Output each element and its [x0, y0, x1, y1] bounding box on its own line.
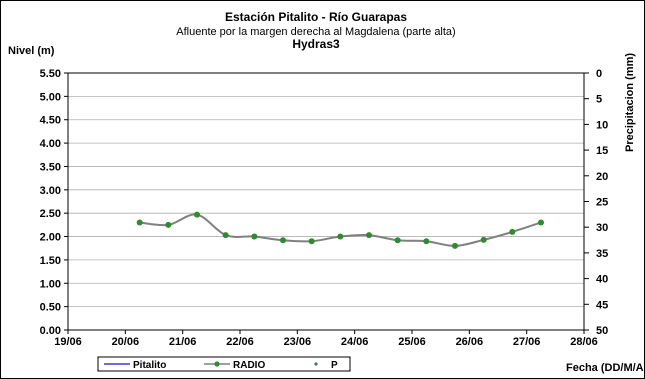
data-point — [136, 219, 143, 226]
legend-label-radio: RADIO — [233, 360, 265, 371]
y2-tick-label: 30 — [596, 222, 608, 234]
plot-area — [67, 72, 585, 331]
y-tick-label: 3.50 — [40, 161, 61, 173]
chart-title: Estación Pitalito - Río Guarapas — [225, 10, 407, 24]
legend-marker-p — [314, 362, 318, 366]
y2-tick-label: 10 — [596, 119, 608, 131]
data-point — [480, 236, 487, 243]
y2-tick-label: 50 — [596, 325, 608, 337]
y-axis-label: Nivel (m) — [8, 45, 55, 57]
data-point — [452, 242, 458, 249]
y-tick-label: 5.00 — [40, 91, 61, 103]
y2-tick-label: 0 — [596, 68, 602, 80]
y-tick-label: 4.00 — [40, 138, 61, 150]
x-axis-label: Fecha (DD/M/AA) — [566, 362, 645, 374]
x-tick-label: 21/06 — [169, 336, 197, 348]
y-tick-label: 5.50 — [40, 68, 61, 80]
x-tick-label: 23/06 — [284, 336, 312, 348]
series-layer — [136, 211, 544, 249]
data-point — [194, 211, 200, 218]
y-tick-label: 1.50 — [40, 255, 61, 267]
y-tick-label: 1.00 — [40, 278, 61, 290]
data-point — [366, 232, 372, 239]
x-tick-label: 24/06 — [341, 336, 369, 348]
y2-tick-label: 25 — [596, 197, 608, 209]
data-point — [280, 237, 286, 244]
chart-subtitle: Afluente por la margen derecha al Magdal… — [176, 26, 455, 38]
y2-tick-label: 40 — [596, 274, 608, 286]
x-tick-label: 28/06 — [570, 336, 598, 348]
data-point — [222, 232, 229, 239]
data-point — [165, 221, 172, 228]
legend-label-pitalito: Pitalito — [133, 360, 166, 371]
y2-tick-label: 15 — [596, 145, 608, 157]
y2-tick-label: 20 — [596, 171, 608, 183]
y-tick-label: 0.50 — [40, 302, 61, 314]
y-tick-label: 0.00 — [40, 325, 61, 337]
chart-subtitle-2: Hydras3 — [292, 37, 340, 51]
y2-axis-label: Precipitacion (mm) — [624, 53, 636, 152]
data-point — [394, 237, 401, 244]
y2-tick-label: 45 — [596, 299, 608, 311]
data-point — [538, 219, 544, 226]
y2-axis: 0 5 10 15 20 25 30 35 40 45 50 — [584, 68, 608, 337]
y-tick-label: 3.00 — [40, 185, 61, 197]
y-tick-label: 2.50 — [40, 208, 61, 220]
data-point — [308, 238, 315, 245]
y2-tick-label: 5 — [596, 94, 602, 106]
legend-marker-radio — [214, 361, 220, 367]
x-tick-label: 20/06 — [112, 336, 140, 348]
y-tick-label: 4.50 — [40, 115, 61, 127]
x-tick-label: 22/06 — [226, 336, 254, 348]
x-tick-label: 26/06 — [456, 336, 484, 348]
y-axis: 0.00 0.50 1.00 1.50 2.00 2.50 3.00 3.50 4.00 4.50… — [40, 68, 68, 337]
gridlines — [68, 95, 584, 308]
legend-label-p: P — [331, 360, 338, 371]
x-tick-label: 27/06 — [513, 336, 541, 348]
legend: Pitalito RADIO P — [97, 356, 351, 372]
data-point — [509, 228, 516, 235]
x-tick-label: 19/06 — [54, 336, 82, 348]
y2-tick-label: 35 — [596, 248, 608, 260]
data-point — [337, 233, 344, 240]
series-line-radio — [139, 213, 542, 247]
x-axis: 19/06 20/06 21/06 22/06 23/06 24/06 25/06 26/06… — [54, 330, 598, 348]
x-tick-label: 25/06 — [398, 336, 426, 348]
y-tick-label: 2.00 — [40, 232, 61, 244]
data-point — [251, 233, 258, 240]
data-point — [423, 238, 430, 245]
